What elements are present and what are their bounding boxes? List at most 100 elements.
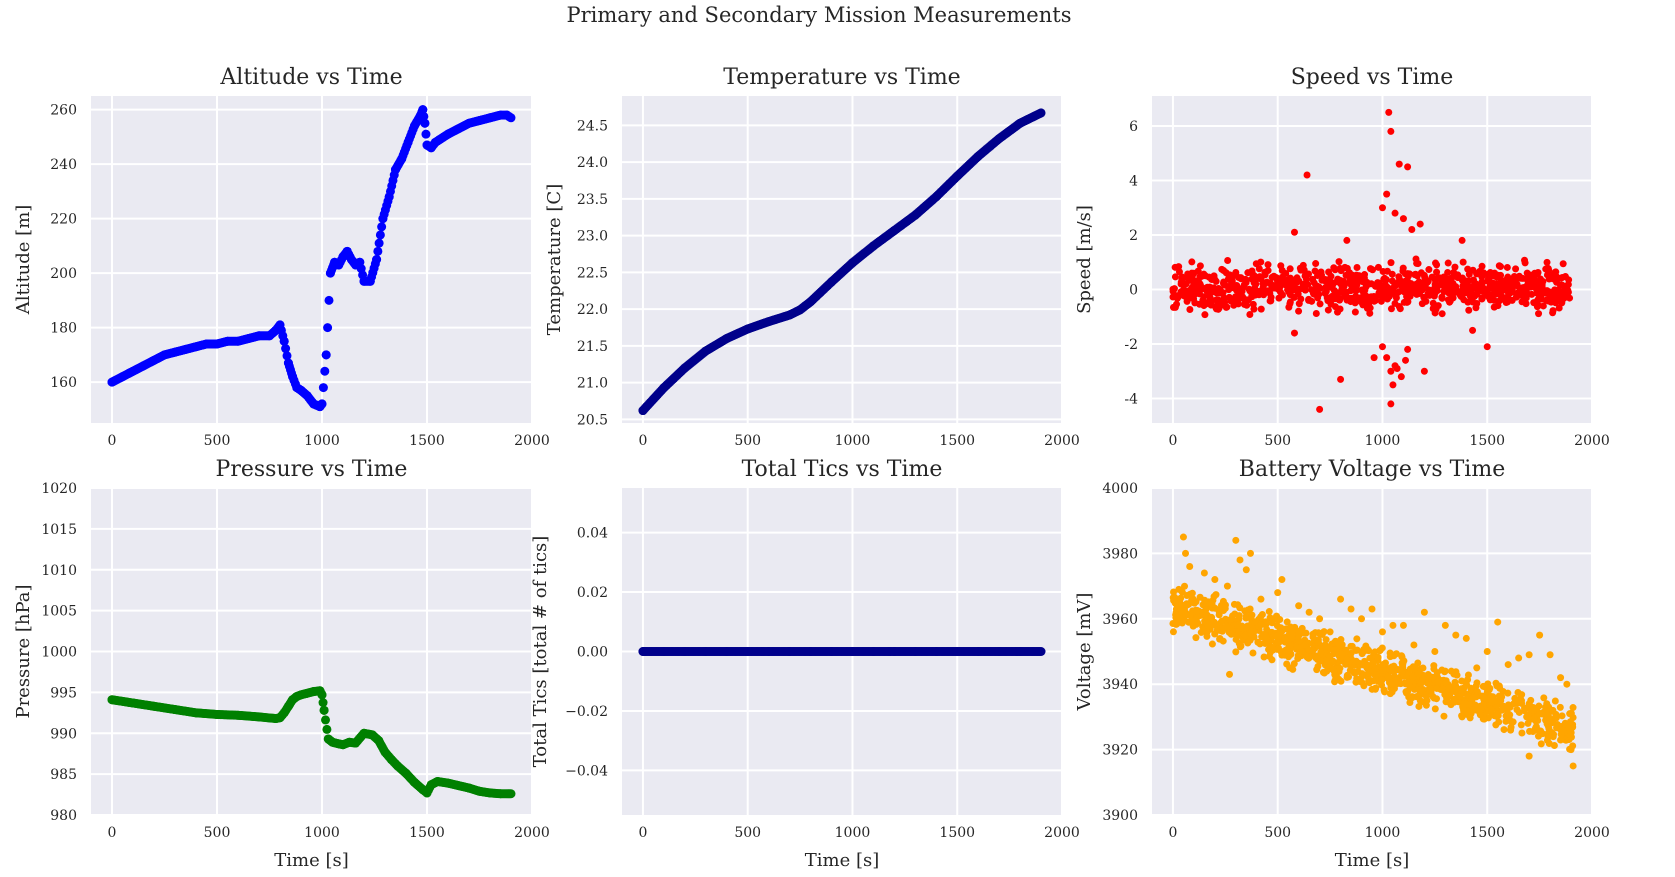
noise-point: [1186, 590, 1194, 598]
noise-point: [1459, 705, 1467, 713]
noise-point: [1208, 640, 1216, 648]
data-point: [475, 786, 484, 796]
x-tick-label: 1000: [835, 825, 871, 841]
data-point: [1462, 634, 1470, 642]
x-tick-label: 2000: [1044, 825, 1080, 841]
x-tick-label: 2000: [514, 825, 550, 841]
data-point: [1186, 562, 1194, 570]
noise-point: [1227, 630, 1235, 638]
noise-point: [1450, 268, 1458, 276]
data-point: [367, 730, 377, 740]
noise-point: [1309, 633, 1317, 641]
data-point: [1295, 602, 1303, 610]
noise-point: [1528, 290, 1536, 298]
noise-point: [1335, 675, 1343, 683]
noise-point: [1224, 256, 1232, 264]
data-point: [372, 255, 382, 264]
noise-point: [1469, 266, 1477, 274]
noise-point: [1170, 285, 1178, 293]
data-point: [378, 214, 388, 224]
data-point: [1504, 661, 1512, 669]
noise-point: [1557, 736, 1565, 744]
data-point: [475, 116, 484, 126]
noise-point: [1170, 597, 1178, 605]
y-tick-label: −0.04: [565, 763, 608, 779]
noise-point: [1540, 694, 1548, 702]
data-point: [1557, 674, 1565, 682]
axes-title: Speed vs Time: [1291, 65, 1454, 90]
noise-point: [1486, 291, 1494, 299]
series: [107, 105, 516, 412]
data-point: [128, 698, 138, 708]
noise-point: [1464, 671, 1472, 679]
noise-point: [1265, 608, 1273, 616]
noise-point: [1337, 280, 1345, 288]
data-point: [1242, 566, 1250, 574]
figure-suptitle: Primary and Secondary Mission Measuremen…: [567, 3, 1072, 27]
noise-point: [1406, 665, 1414, 673]
noise-point: [1379, 661, 1387, 669]
noise-point: [1286, 300, 1294, 308]
data-point: [351, 738, 361, 748]
data-point: [160, 350, 169, 360]
data-point: [1200, 569, 1208, 577]
noise-point: [1298, 647, 1306, 655]
data-point: [764, 647, 774, 656]
noise-point: [1266, 643, 1274, 651]
noise-point: [1289, 665, 1297, 673]
data-point: [202, 339, 211, 349]
noise-point: [1444, 268, 1452, 276]
noise-point: [1225, 623, 1233, 631]
noise-point: [1313, 282, 1321, 290]
data-point: [325, 268, 335, 278]
noise-point: [1412, 280, 1420, 288]
noise-point: [1290, 660, 1298, 668]
noise-point: [1312, 654, 1320, 662]
data-point: [317, 399, 327, 409]
data-point: [889, 225, 899, 235]
noise-point: [1189, 622, 1197, 630]
noise-point: [1522, 300, 1530, 308]
data-point: [1223, 582, 1231, 590]
noise-point: [1333, 638, 1341, 646]
data-point: [1316, 405, 1324, 413]
noise-point: [1330, 287, 1338, 295]
axes-title: Pressure vs Time: [216, 457, 408, 482]
noise-point: [1322, 636, 1330, 644]
y-tick-label: 0.02: [577, 585, 608, 601]
data-point: [485, 788, 495, 798]
noise-point: [1476, 269, 1484, 277]
noise-point: [1314, 294, 1322, 302]
noise-point: [1343, 655, 1351, 663]
noise-point: [1449, 279, 1457, 287]
y-tick-label: 6: [1129, 119, 1138, 135]
data-point: [1226, 670, 1234, 678]
data-point: [506, 789, 516, 799]
data-point: [418, 105, 428, 115]
data-point: [764, 317, 774, 327]
data-point: [1179, 533, 1187, 541]
noise-point: [1553, 278, 1561, 286]
noise-point: [1569, 704, 1577, 712]
x-tick-label: 2000: [1044, 433, 1080, 449]
noise-point: [1445, 684, 1453, 692]
noise-point: [1248, 275, 1256, 283]
y-tick-label: 0: [1129, 282, 1138, 298]
noise-point: [1518, 691, 1526, 699]
noise-point: [1332, 295, 1340, 303]
noise-point: [1358, 650, 1366, 658]
noise-point: [1201, 596, 1209, 604]
noise-point: [1184, 295, 1192, 303]
noise-point: [1535, 310, 1543, 318]
y-tick-label: 3900: [1102, 808, 1138, 824]
data-point: [1278, 576, 1286, 584]
data-point: [149, 701, 159, 711]
noise-point: [1383, 295, 1391, 303]
noise-point: [1305, 653, 1313, 661]
noise-point: [1368, 685, 1376, 693]
noise-point: [1403, 298, 1411, 306]
trace-point: [374, 238, 384, 248]
noise-point: [1355, 677, 1363, 685]
noise-point: [1173, 613, 1181, 621]
noise-point: [1221, 299, 1229, 307]
